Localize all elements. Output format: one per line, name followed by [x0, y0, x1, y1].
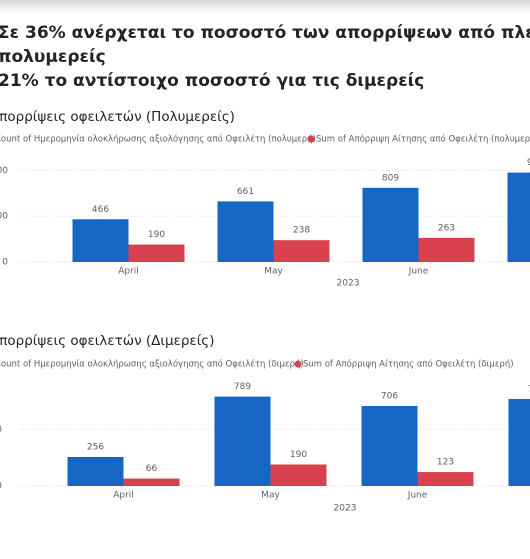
x-tick-label: June	[408, 267, 429, 277]
x-tick-label: May	[261, 491, 280, 501]
chart-title: Απορρίψεις οφειλετών (Διμερείς)	[0, 333, 214, 349]
x-tick-label: June	[407, 491, 428, 501]
bar	[508, 398, 530, 486]
value-label: 661	[237, 187, 254, 197]
y-tick-label: 0	[0, 482, 2, 492]
y-tick-label: 1000	[0, 166, 8, 176]
headline: 21% το αντίστοιχο ποσοστό για τις διμερε…	[0, 71, 424, 91]
headline: πολυμερείς	[0, 47, 106, 67]
bar	[270, 464, 327, 486]
value-label: 190	[148, 230, 165, 240]
bar	[72, 219, 129, 262]
bar	[417, 472, 474, 486]
value-label: 190	[290, 450, 307, 460]
bar	[361, 406, 418, 486]
bar	[128, 244, 185, 262]
value-label: 706	[381, 392, 398, 402]
legend-marker	[307, 135, 315, 143]
value-label: 975	[527, 158, 530, 168]
bar	[418, 237, 475, 262]
value-label: 809	[382, 173, 399, 183]
x-tick-label: May	[264, 267, 283, 277]
value-label: 123	[437, 458, 454, 468]
legend-label: Count of Ημερομηνία ολοκλήρωσης αξιολόγη…	[0, 359, 304, 370]
x-axis-label: 2023	[337, 279, 360, 289]
bar	[123, 478, 180, 486]
x-axis-label: 2023	[334, 504, 357, 514]
bar	[362, 187, 419, 262]
top-shadow	[0, 0, 530, 14]
headline: Σε 36% ανέρχεται το ποσοστό των απορρίψε…	[0, 23, 530, 43]
value-label: 66	[146, 464, 158, 474]
y-tick-label: 0	[2, 258, 8, 268]
x-tick-label: April	[113, 491, 134, 501]
y-tick-label: 500	[0, 212, 8, 222]
chart-title: Απορρίψεις οφειλετών (Πολυμερείς)	[0, 109, 235, 125]
legend-marker	[294, 360, 302, 368]
bar	[67, 456, 124, 486]
value-label: 789	[234, 382, 251, 392]
legend-label: Sum of Απόρριψη Αίτησης από Οφειλέτη (δι…	[303, 359, 514, 370]
y-tick-label: 500	[0, 425, 2, 435]
legend-label: Sum of Απόρριψη Αίτησης από Οφειλέτη (πο…	[316, 134, 530, 145]
value-label: 263	[438, 223, 455, 233]
x-tick-label: April	[118, 267, 139, 277]
bar	[507, 172, 530, 262]
value-label: 256	[87, 442, 104, 452]
value-label: 466	[92, 205, 109, 215]
bar	[273, 240, 330, 262]
bar	[214, 396, 271, 486]
legend-label: Count of Ημερομηνία ολοκλήρωσης αξιολόγη…	[0, 134, 316, 145]
value-label: 238	[293, 226, 310, 236]
value-label: 768	[528, 384, 530, 394]
bar	[217, 201, 274, 262]
